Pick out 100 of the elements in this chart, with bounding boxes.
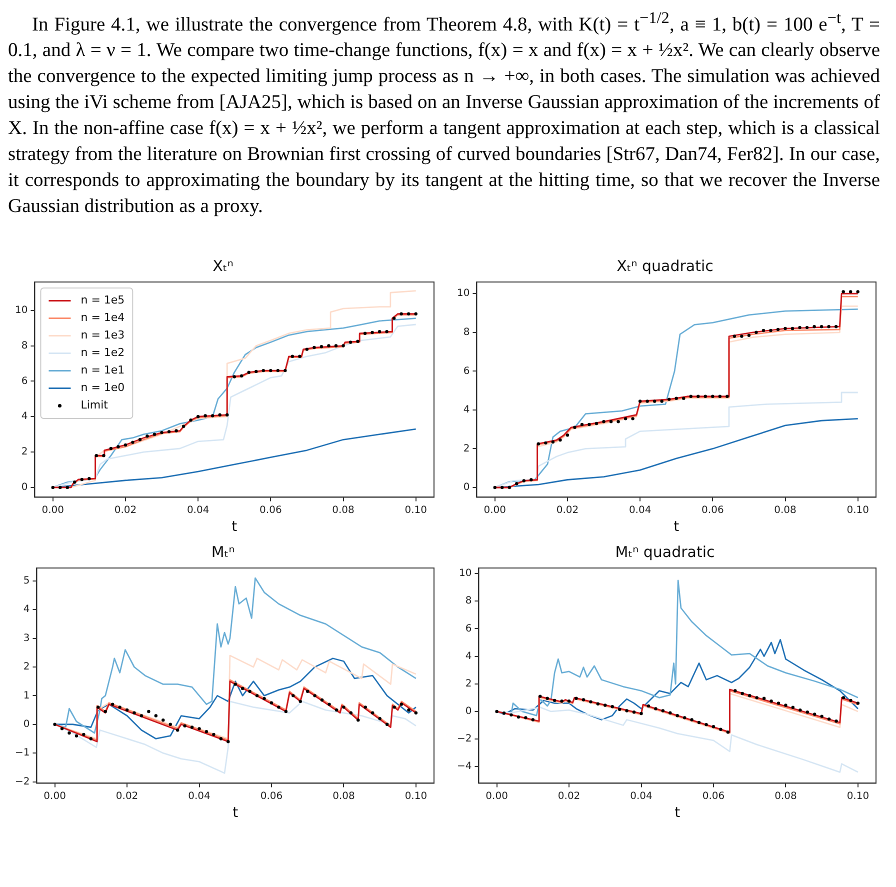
point bbox=[68, 731, 71, 734]
point bbox=[104, 710, 107, 713]
x-axis-title: t bbox=[674, 519, 680, 536]
point bbox=[270, 701, 274, 704]
point bbox=[392, 316, 396, 320]
legend-label: n = 1e0 bbox=[80, 380, 125, 394]
point bbox=[820, 324, 824, 328]
x-tick-label: 0.08 bbox=[332, 504, 354, 516]
point bbox=[168, 722, 172, 726]
y-tick-label: −4 bbox=[456, 761, 472, 772]
point bbox=[754, 330, 758, 334]
y-tick-label: 4 bbox=[21, 411, 28, 422]
point bbox=[392, 705, 396, 709]
point bbox=[305, 348, 309, 351]
chart-title: Xₜⁿ quadratic bbox=[616, 256, 714, 275]
point bbox=[602, 420, 606, 424]
point bbox=[147, 710, 150, 713]
point bbox=[596, 702, 600, 706]
y-tick-label: −2 bbox=[456, 734, 472, 745]
point bbox=[247, 370, 250, 374]
point bbox=[378, 330, 382, 334]
point bbox=[616, 420, 620, 424]
point bbox=[856, 290, 860, 294]
point bbox=[226, 413, 229, 416]
y-tick-label: −2 bbox=[14, 776, 30, 788]
point bbox=[624, 416, 628, 420]
point bbox=[594, 422, 598, 426]
point bbox=[262, 368, 265, 372]
point bbox=[573, 426, 576, 429]
x-tick-label: 0.08 bbox=[332, 790, 355, 802]
point bbox=[254, 370, 258, 373]
point bbox=[834, 324, 838, 328]
point bbox=[500, 486, 504, 489]
y-tick-label: 6 bbox=[465, 623, 472, 634]
point bbox=[769, 328, 772, 332]
point bbox=[88, 476, 91, 480]
x-tick-label: 0.00 bbox=[44, 790, 66, 802]
point bbox=[790, 326, 794, 330]
point bbox=[646, 704, 650, 708]
point bbox=[798, 326, 802, 330]
point bbox=[176, 728, 180, 732]
point bbox=[73, 480, 76, 484]
x-axis-title: t bbox=[674, 805, 681, 822]
point bbox=[588, 422, 591, 426]
point bbox=[660, 400, 664, 403]
point bbox=[198, 726, 201, 730]
point bbox=[682, 716, 686, 720]
point bbox=[546, 696, 549, 700]
x-tick-label: 0.06 bbox=[260, 790, 283, 802]
point bbox=[755, 696, 758, 700]
point bbox=[566, 433, 570, 437]
point bbox=[827, 324, 830, 328]
point bbox=[102, 454, 106, 458]
point bbox=[371, 711, 374, 714]
point bbox=[342, 344, 345, 348]
x-axis-title: t bbox=[232, 805, 239, 822]
y-tick-label: 10 bbox=[456, 288, 470, 300]
point bbox=[784, 704, 788, 707]
point bbox=[524, 716, 528, 720]
x-tick-label: 0.04 bbox=[186, 504, 210, 516]
point bbox=[174, 429, 178, 432]
point bbox=[711, 394, 714, 398]
point bbox=[284, 368, 287, 372]
point bbox=[138, 438, 142, 442]
legend-label: Limit bbox=[80, 398, 109, 412]
x-tick-label: 0.10 bbox=[404, 790, 428, 802]
y-tick-label: 0 bbox=[23, 718, 30, 730]
point bbox=[689, 394, 692, 398]
point bbox=[827, 717, 831, 721]
point bbox=[378, 716, 382, 720]
point bbox=[820, 714, 824, 718]
point bbox=[240, 686, 244, 690]
point bbox=[493, 486, 496, 489]
y-tick-label: 8 bbox=[465, 596, 472, 607]
point bbox=[674, 396, 678, 400]
point bbox=[582, 698, 586, 702]
y-tick-label: 0 bbox=[463, 482, 470, 493]
x-tick-label: 0.04 bbox=[188, 790, 210, 802]
y-tick-label: 10 bbox=[14, 304, 28, 316]
point bbox=[342, 705, 346, 709]
y-tick-label: 2 bbox=[465, 678, 472, 690]
point bbox=[502, 711, 506, 715]
point bbox=[292, 694, 295, 698]
point bbox=[363, 332, 367, 335]
y-tick-label: 6 bbox=[21, 376, 28, 387]
point bbox=[812, 324, 816, 328]
y-tick-label: 4 bbox=[465, 650, 472, 662]
point bbox=[580, 422, 584, 426]
point bbox=[842, 696, 846, 700]
point bbox=[740, 692, 744, 696]
point bbox=[189, 418, 192, 422]
y-tick-label: 6 bbox=[463, 366, 470, 377]
point bbox=[334, 344, 338, 348]
point bbox=[74, 734, 78, 738]
point bbox=[277, 705, 280, 709]
point bbox=[262, 696, 266, 700]
point bbox=[58, 486, 62, 489]
point bbox=[740, 334, 744, 338]
point bbox=[791, 706, 795, 709]
x-tick-label: 0.00 bbox=[42, 504, 64, 516]
